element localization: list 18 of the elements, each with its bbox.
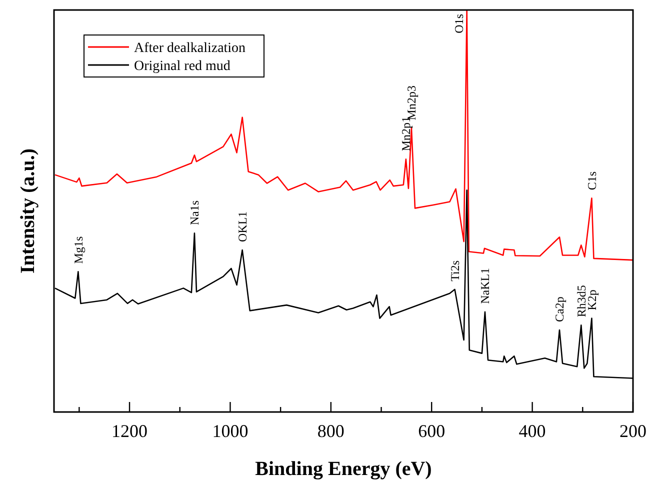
x-tick-label: 800 [317, 421, 344, 441]
legend-label: Original red mud [134, 58, 230, 74]
annotation: Ti2s [448, 260, 462, 282]
annotation: Mg1s [71, 236, 86, 264]
x-axis-title: Binding Energy (eV) [255, 458, 432, 480]
annotation: NaKL1 [478, 268, 492, 304]
annotation: C1s [584, 171, 599, 190]
annotation: O1s [452, 14, 466, 34]
annotation: Na1s [188, 200, 202, 226]
x-tick-label: 600 [418, 421, 446, 441]
x-tick-label: 200 [620, 421, 646, 441]
x-tick-label: 400 [518, 421, 546, 441]
annotation: OKL1 [236, 211, 250, 242]
x-tick-label: 1200 [112, 421, 148, 441]
annotation: Ca2p [552, 296, 567, 322]
legend-label: After dealkalization [134, 40, 246, 56]
y-axis-title: Intensity (a.u.) [17, 148, 39, 274]
x-tick-label: 1000 [212, 421, 248, 441]
